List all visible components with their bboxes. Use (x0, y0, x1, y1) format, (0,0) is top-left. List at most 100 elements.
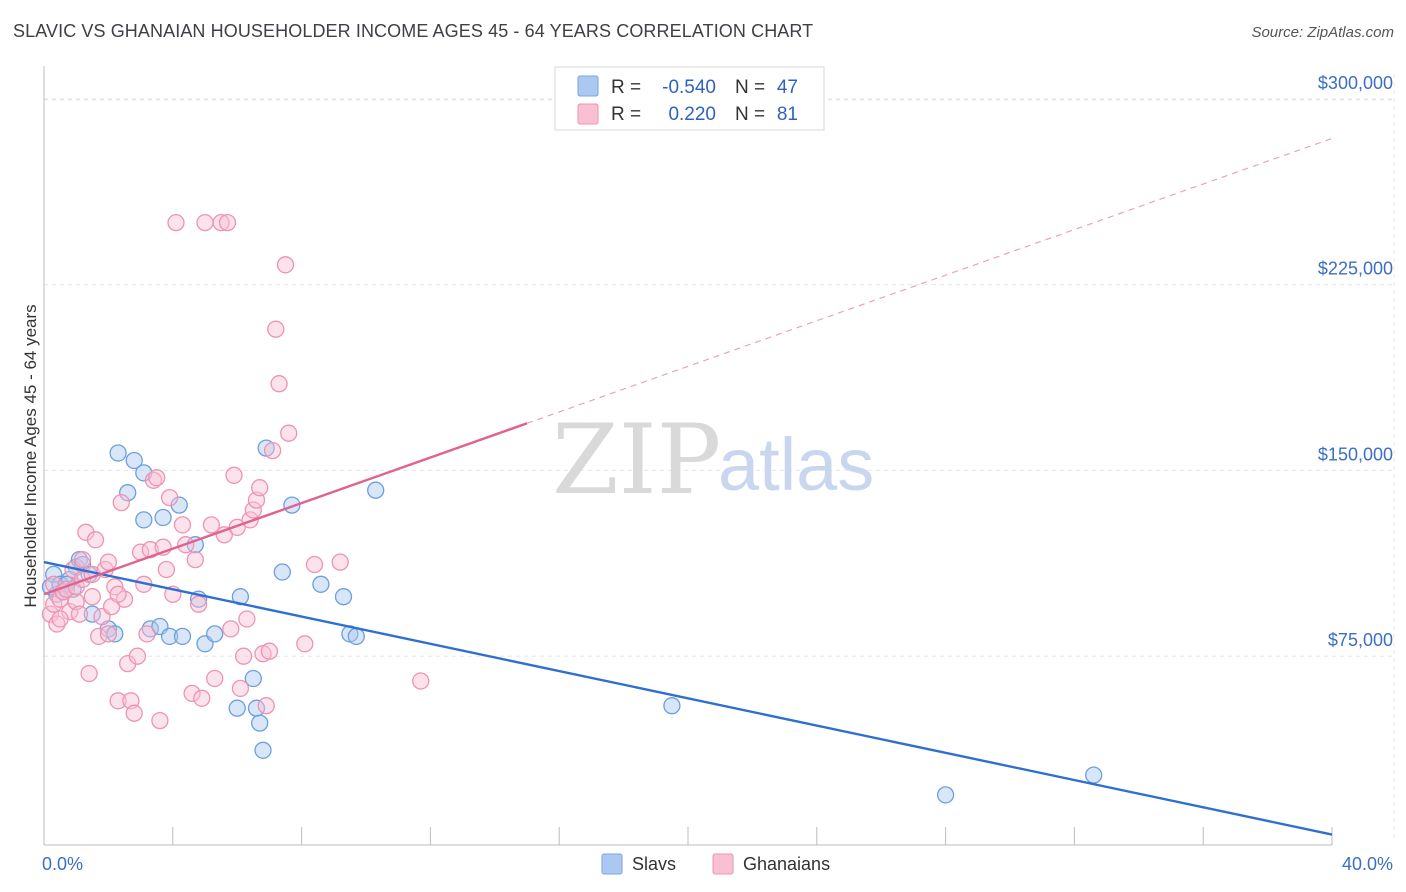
point-ghanaians-80 (157, 560, 176, 579)
point-slavs-36 (273, 563, 291, 581)
legend-swatch-slavs (577, 75, 599, 97)
point-slavs-44 (936, 786, 955, 804)
point-slavs-42 (367, 481, 385, 499)
point-slavs-15 (119, 484, 137, 502)
legend-r-label-slavs: R = (611, 77, 641, 98)
point-ghanaians-23 (99, 553, 118, 571)
point-slavs-22 (160, 627, 179, 646)
point-slavs-18 (135, 511, 153, 529)
point-ghanaians-31 (125, 704, 143, 722)
point-slavs-16 (125, 451, 143, 470)
point-ghanaians-46 (183, 684, 201, 703)
point-ghanaians-60 (234, 647, 253, 665)
point-ghanaians-50 (196, 213, 214, 232)
trend-line-ghanaians (43, 422, 528, 596)
legend-r-value-ghanaians: 0.220 (668, 104, 716, 125)
series-ghanaians (41, 213, 430, 730)
point-ghanaians-57 (225, 466, 243, 484)
point-ghanaians-77 (412, 672, 430, 690)
legend-r-value-slavs: -0.540 (662, 77, 716, 98)
point-slavs-14 (109, 444, 127, 462)
point-slavs-1 (45, 565, 63, 584)
point-ghanaians-49 (193, 689, 211, 707)
legend-box: R = -0.540 N = 47 R = 0.220 N = 81 (554, 66, 825, 131)
trend-lines (43, 137, 1333, 836)
point-slavs-33 (251, 714, 269, 732)
point-ghanaians-15 (80, 664, 98, 683)
y-tick-label-0: $75,000 (1328, 630, 1393, 650)
point-ghanaians-3 (48, 615, 66, 633)
legend-n-label-slavs: N = (735, 77, 765, 98)
point-ghanaians-13 (73, 550, 92, 569)
point-ghanaians-78 (51, 610, 69, 628)
legend-frame (554, 66, 825, 131)
y-axis-label: Householder Income Ages 45 - 64 years (21, 304, 40, 607)
point-ghanaians-44 (173, 516, 192, 534)
bottom-legend-swatch-slavs (601, 853, 623, 875)
point-ghanaians-71 (270, 375, 288, 393)
point-ghanaians-61 (238, 610, 256, 628)
watermark: ZIP atlas (552, 404, 874, 516)
point-slavs-31 (244, 669, 262, 688)
point-ghanaians-32 (128, 647, 147, 665)
y-tick-labels: $75,000 $150,000 $225,000 $300,000 (1318, 73, 1393, 650)
point-ghanaians-56 (222, 620, 240, 638)
point-ghanaians-79 (109, 585, 127, 603)
point-ghanaians-53 (212, 213, 230, 232)
point-ghanaians-73 (280, 424, 298, 442)
point-ghanaians-43 (167, 213, 185, 232)
axes (43, 66, 1333, 846)
point-ghanaians-70 (267, 320, 285, 338)
point-ghanaians-52 (206, 669, 224, 688)
point-slavs-24 (173, 627, 192, 646)
point-ghanaians-51 (202, 516, 221, 534)
watermark-zip: ZIP (552, 404, 721, 516)
point-slavs-34 (254, 741, 272, 759)
point-ghanaians-55 (218, 213, 237, 232)
y-tick-label-3: $300,000 (1318, 73, 1393, 93)
point-slavs-29 (228, 699, 246, 717)
y-tick-label-2: $225,000 (1318, 259, 1393, 279)
x-tick-label-end: 40.0% (1342, 854, 1393, 874)
bottom-legend-label-ghanaians: Ghanaians (743, 854, 830, 874)
point-ghanaians-26 (109, 692, 127, 710)
bottom-legend-label-slavs: Slavs (632, 854, 676, 874)
point-ghanaians-75 (305, 555, 324, 574)
point-ghanaians-41 (160, 488, 179, 507)
legend-n-value-ghanaians: 81 (777, 104, 798, 125)
point-slavs-43 (663, 697, 681, 715)
point-ghanaians-59 (231, 679, 250, 698)
point-slavs-28 (206, 625, 224, 643)
point-ghanaians-48 (189, 595, 208, 613)
legend-n-value-slavs: 47 (777, 77, 798, 98)
legend-swatch-ghanaians (577, 103, 599, 125)
point-slavs-45 (1085, 766, 1103, 784)
point-slavs-38 (312, 575, 330, 593)
point-ghanaians-38 (148, 469, 166, 487)
trend-line-extension-ghanaians (526, 137, 1333, 424)
point-ghanaians-27 (112, 493, 130, 512)
point-ghanaians-68 (260, 642, 279, 660)
point-ghanaians-67 (257, 697, 275, 715)
bottom-legend: Slavs Ghanaians (601, 853, 830, 875)
point-ghanaians-69 (263, 441, 282, 460)
x-tick-label-start: 0.0% (42, 854, 83, 874)
chart-title: SLAVIC VS GHANAIAN HOUSEHOLDER INCOME AG… (13, 21, 814, 41)
data-points (41, 213, 1103, 804)
point-slavs-21 (154, 508, 172, 527)
legend-r-label-ghanaians: R = (611, 104, 641, 125)
point-ghanaians-47 (186, 550, 204, 569)
point-ghanaians-0 (41, 605, 60, 623)
point-ghanaians-18 (86, 531, 105, 549)
point-ghanaians-72 (276, 256, 295, 274)
point-slavs-41 (347, 627, 365, 646)
point-ghanaians-76 (331, 553, 349, 571)
point-slavs-39 (334, 588, 353, 606)
point-ghanaians-11 (70, 605, 89, 623)
bottom-legend-swatch-ghanaians (712, 853, 734, 875)
point-ghanaians-16 (83, 588, 101, 606)
point-ghanaians-39 (151, 711, 169, 730)
point-ghanaians-22 (99, 625, 118, 643)
x-tick-labels: 0.0% 40.0% (42, 854, 1393, 874)
